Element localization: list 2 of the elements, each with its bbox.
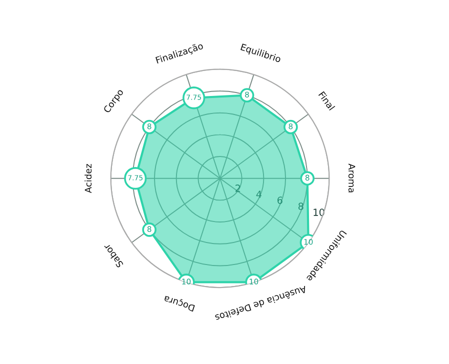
spoke-label: Aroma <box>348 164 356 192</box>
spoke-label: Acidez <box>84 164 92 194</box>
